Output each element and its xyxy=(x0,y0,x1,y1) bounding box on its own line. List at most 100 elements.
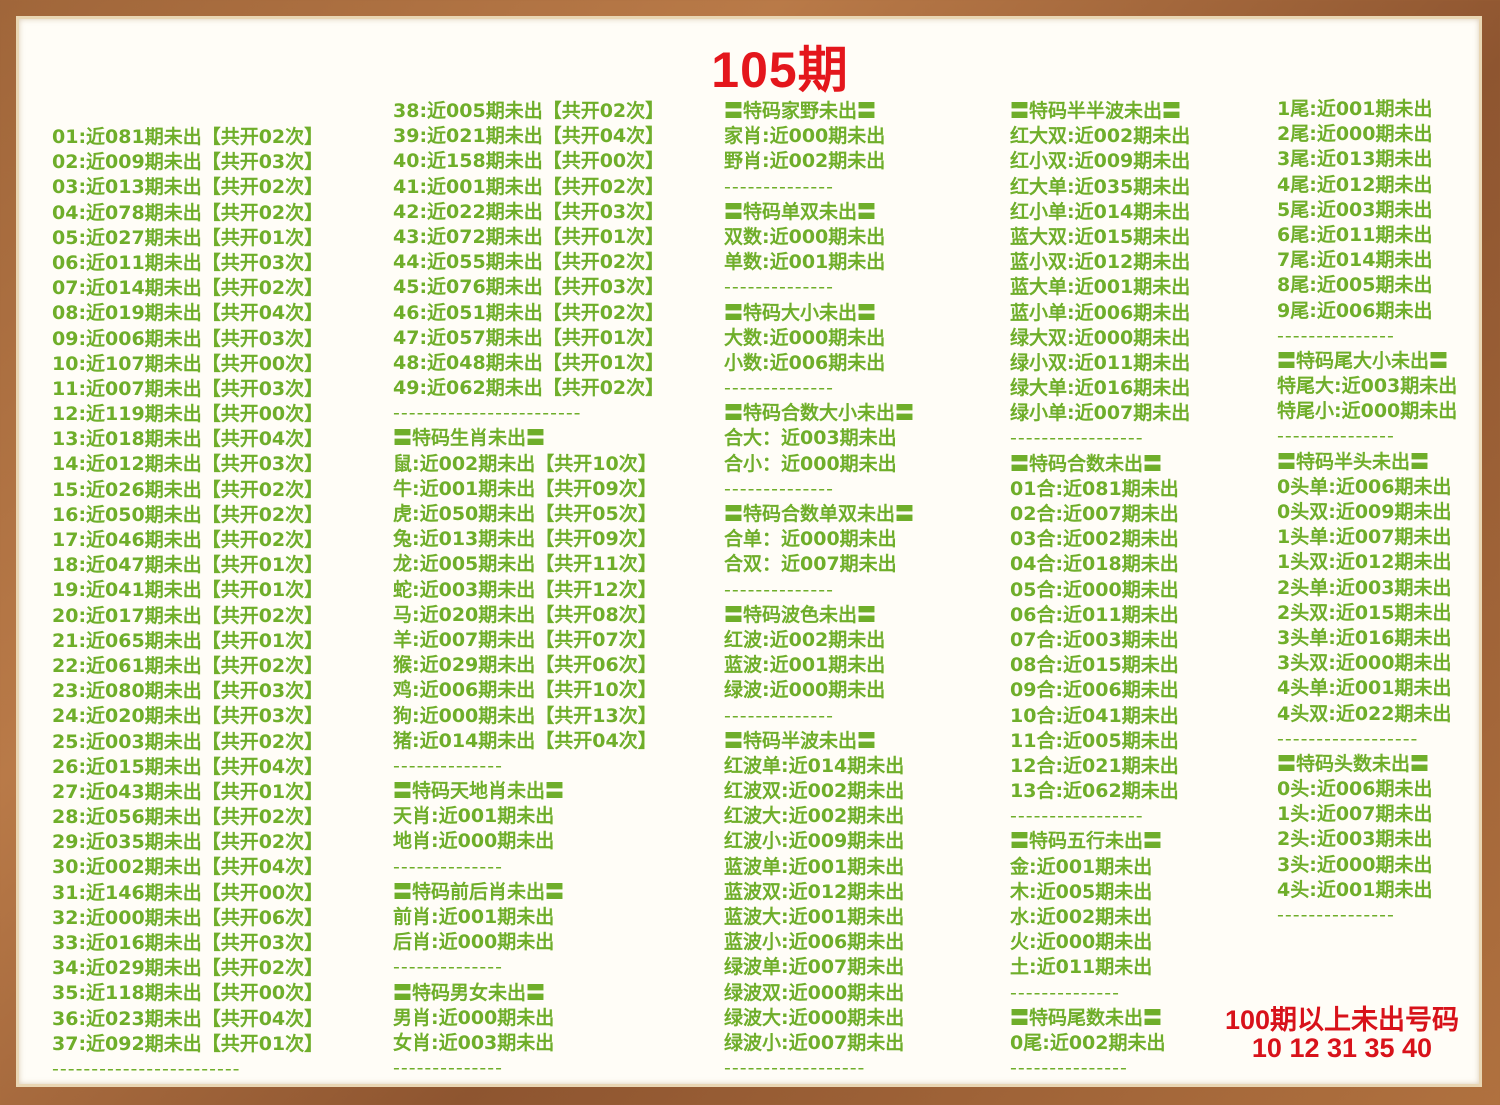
list-item: 特尾小:近000期未出 xyxy=(1277,400,1458,423)
list-item: 32:近000期未出【共开06次】 xyxy=(52,906,324,929)
section-header: 〓特码单双未出〓 xyxy=(724,200,877,223)
list-item: 红波双:近002期未出 xyxy=(724,780,905,803)
list-item: 5尾:近003期未出 xyxy=(1277,198,1433,221)
list-item: 4头单:近001期未出 xyxy=(1277,677,1452,700)
list-item: 0头双:近009期未出 xyxy=(1277,501,1452,523)
list-item: 01合:近081期未出 xyxy=(1010,477,1179,500)
over-100-label: 100期以上未出号码 xyxy=(1224,1005,1460,1035)
list-item: 3头:近000期未出 xyxy=(1277,853,1433,876)
list-item: 绿波大:近000期未出 xyxy=(724,1006,905,1029)
list-item: 牛:近001期未出【共开09次】 xyxy=(393,477,657,500)
list-item: 绿大单:近016期未出 xyxy=(1010,377,1191,400)
divider: -------------- xyxy=(393,754,503,777)
section-header: 〓特码合数大小未出〓 xyxy=(724,402,915,425)
list-item: 马:近020期未出【共开08次】 xyxy=(393,603,657,626)
list-item: 绿小双:近011期未出 xyxy=(1010,351,1191,374)
list-item: 11:近007期未出【共开03次】 xyxy=(52,377,324,400)
list-item: 36:近023期未出【共开04次】 xyxy=(52,1007,324,1030)
list-item: 大数:近000期未出 xyxy=(724,326,886,349)
list-item: 7尾:近014期未出 xyxy=(1277,249,1433,272)
divider: ----------------- xyxy=(1010,805,1144,828)
list-item: 28:近056期未出【共开02次】 xyxy=(52,806,324,829)
list-item: 03:近013期未出【共开02次】 xyxy=(52,176,324,199)
board-panel xyxy=(16,16,1482,1087)
list-item: 40:近158期未出【共开00次】 xyxy=(393,150,665,173)
divider: ----------------- xyxy=(1010,427,1144,450)
list-item: 绿大双:近000期未出 xyxy=(1010,326,1191,349)
list-item: 猴:近029期未出【共开06次】 xyxy=(393,654,657,677)
list-item: 绿波:近000期未出 xyxy=(724,679,886,702)
list-item: 13合:近062期未出 xyxy=(1010,780,1179,803)
list-item: 地肖:近000期未出 xyxy=(393,830,555,853)
list-item: 02:近009期未出【共开03次】 xyxy=(52,151,324,174)
list-item: 20:近017期未出【共开02次】 xyxy=(52,604,324,627)
list-item: 天肖:近001期未出 xyxy=(393,805,555,828)
divider: -------------- xyxy=(724,477,834,500)
section-header: 〓特码天地肖未出〓 xyxy=(393,780,565,803)
list-item: 火:近000期未出 xyxy=(1010,931,1153,954)
divider: ------------------------ xyxy=(52,1057,241,1080)
list-item: 12:近119期未出【共开00次】 xyxy=(52,403,324,426)
list-item: 47:近057期未出【共开01次】 xyxy=(393,326,665,349)
list-item: 小数:近006期未出 xyxy=(724,351,886,374)
list-item: 兔:近013期未出【共开09次】 xyxy=(393,528,657,551)
section-header: 〓特码半头未出〓 xyxy=(1277,450,1430,473)
list-item: 蓝波双:近012期未出 xyxy=(724,880,905,903)
list-item: 蛇:近003期未出【共开12次】 xyxy=(393,578,657,601)
list-item: 21:近065期未出【共开01次】 xyxy=(52,629,324,652)
list-item: 土:近011期未出 xyxy=(1010,956,1153,979)
list-item: 红大双:近002期未出 xyxy=(1010,125,1191,148)
list-item: 野肖:近002期未出 xyxy=(724,150,886,173)
list-item: 24:近020期未出【共开03次】 xyxy=(52,705,324,728)
list-item: 鸡:近006期未出【共开10次】 xyxy=(393,679,657,702)
list-item: 13:近018期未出【共开04次】 xyxy=(52,428,324,451)
divider: ------------------------ xyxy=(393,402,582,425)
list-item: 合单：近000期未出 xyxy=(724,528,897,551)
page-title: 105期 xyxy=(711,42,849,98)
list-item: 鼠:近002期未出【共开10次】 xyxy=(393,452,657,475)
list-item: 15:近026期未出【共开02次】 xyxy=(52,478,324,501)
list-item: 红小单:近014期未出 xyxy=(1010,200,1191,223)
list-item: 红波大:近002期未出 xyxy=(724,805,905,828)
list-item: 红大单:近035期未出 xyxy=(1010,175,1191,198)
list-item: 19:近041期未出【共开01次】 xyxy=(52,579,324,602)
list-item: 43:近072期未出【共开01次】 xyxy=(393,225,665,248)
list-item: 41:近001期未出【共开02次】 xyxy=(393,175,665,198)
list-item: 05:近027期未出【共开01次】 xyxy=(52,226,324,249)
list-item: 22:近061期未出【共开02次】 xyxy=(52,654,324,677)
list-item: 34:近029期未出【共开02次】 xyxy=(52,957,324,980)
list-item: 01:近081期未出【共开02次】 xyxy=(52,126,324,148)
list-item: 蓝大单:近001期未出 xyxy=(1010,276,1191,299)
list-item: 红波小:近009期未出 xyxy=(724,830,905,853)
column-attributes: 〓特码家野未出〓 家肖:近000期未出 野肖:近002期未出 ------------… xyxy=(724,99,914,1081)
list-item: 38:近005期未出【共开02次】 xyxy=(393,100,665,122)
list-item: 08合:近015期未出 xyxy=(1010,654,1179,677)
list-item: 合双：近007期未出 xyxy=(724,553,897,576)
section-header: 〓特码生肖未出〓 xyxy=(393,427,546,450)
section-header: 〓特码大小未出〓 xyxy=(724,301,877,324)
section-header: 〓特码尾大小未出〓 xyxy=(1277,349,1449,372)
list-item: 31:近146期未出【共开00次】 xyxy=(52,881,324,904)
list-item: 4头双:近022期未出 xyxy=(1277,702,1452,725)
over-100-numbers: 10 12 31 35 40 xyxy=(1251,1033,1433,1063)
list-item: 25:近003期未出【共开02次】 xyxy=(52,730,324,753)
list-item: 羊:近007期未出【共开07次】 xyxy=(393,628,657,651)
list-item: 05合:近000期未出 xyxy=(1010,578,1179,601)
divider: ------------------ xyxy=(1277,727,1419,750)
list-item: 2尾:近000期未出 xyxy=(1277,123,1433,146)
list-item: 45:近076期未出【共开03次】 xyxy=(393,276,665,299)
list-item: 蓝波单:近001期未出 xyxy=(724,855,905,878)
section-header: 〓特码男女未出〓 xyxy=(393,981,546,1004)
divider: -------------- xyxy=(393,1057,503,1080)
list-item: 33:近016期未出【共开03次】 xyxy=(52,932,324,954)
list-item: 12合:近021期未出 xyxy=(1010,754,1179,777)
list-item: 蓝小单:近006期未出 xyxy=(1010,301,1191,324)
list-item: 女肖:近003期未出 xyxy=(393,1031,555,1054)
list-item: 11合:近005期未出 xyxy=(1010,729,1179,752)
list-item: 49:近062期未出【共开02次】 xyxy=(393,377,665,400)
section-header: 〓特码合数未出〓 xyxy=(1010,452,1163,475)
list-item: 1头双:近012期未出 xyxy=(1277,551,1452,574)
list-item: 虎:近050期未出【共开05次】 xyxy=(393,503,657,525)
divider: -------------- xyxy=(724,175,834,198)
list-item: 39:近021期未出【共开04次】 xyxy=(393,125,665,148)
